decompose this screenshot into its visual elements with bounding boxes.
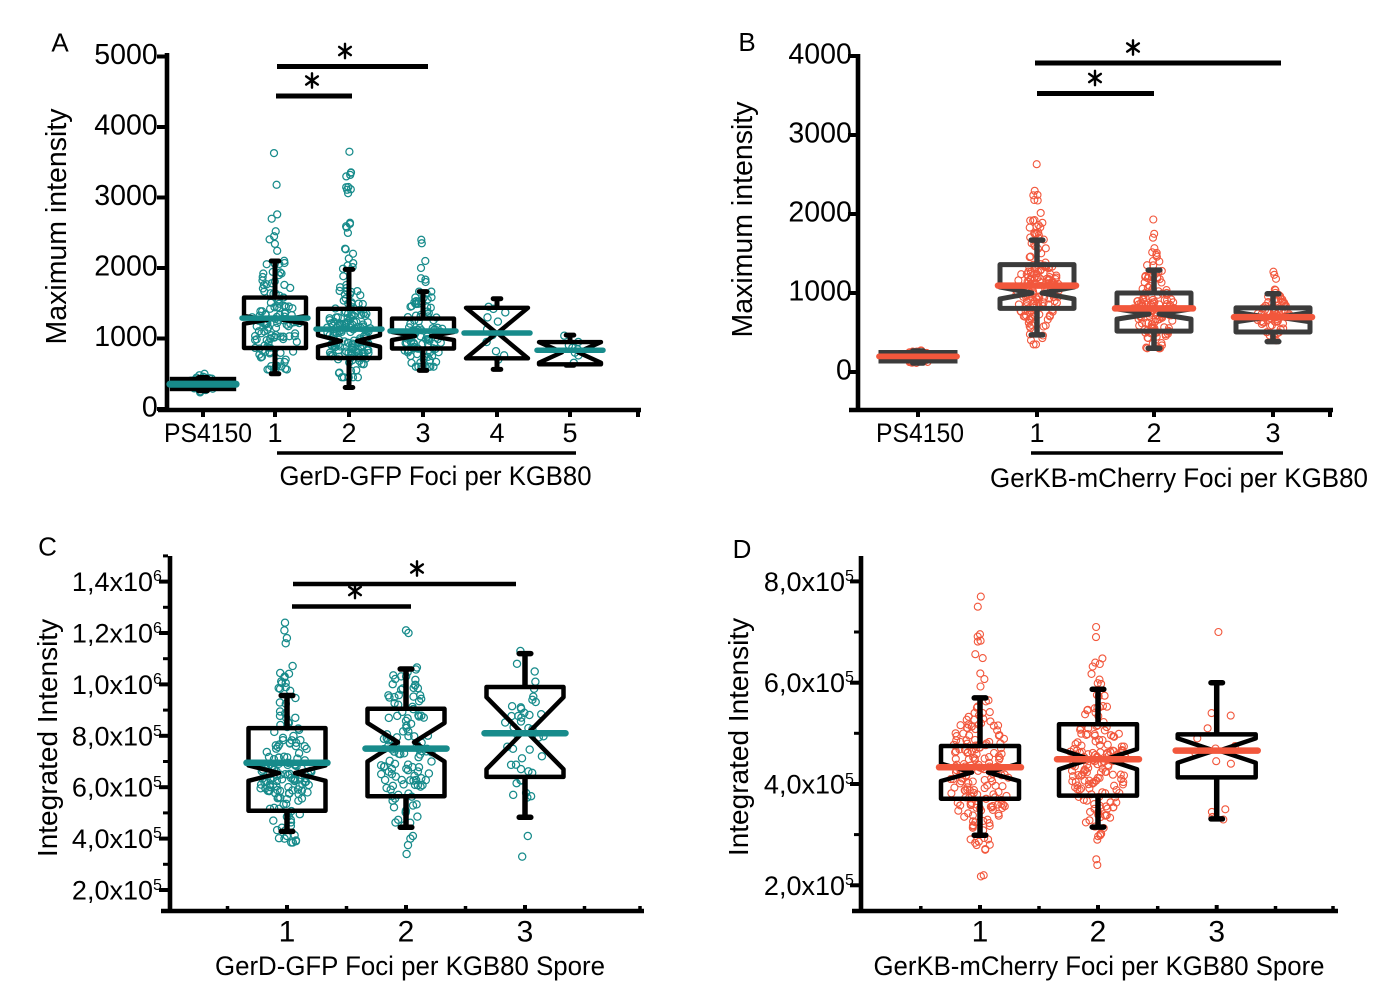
svg-text:5: 5	[845, 872, 854, 889]
svg-text:1: 1	[972, 916, 989, 949]
svg-text:5: 5	[562, 418, 577, 448]
svg-text:5: 5	[845, 669, 854, 686]
svg-text:3: 3	[1208, 916, 1225, 949]
svg-text:3: 3	[415, 418, 430, 448]
svg-text:6: 6	[153, 671, 162, 688]
svg-text:8,0x10: 8,0x10	[72, 721, 153, 751]
svg-text:4000: 4000	[94, 109, 157, 141]
svg-text:5: 5	[153, 877, 162, 894]
svg-text:4,0x10: 4,0x10	[72, 824, 153, 854]
svg-text:5000: 5000	[94, 39, 157, 71]
svg-text:2: 2	[398, 916, 415, 949]
svg-text:3000: 3000	[788, 117, 851, 149]
svg-text:0: 0	[142, 391, 158, 423]
svg-text:Maximum intensity: Maximum intensity	[727, 101, 759, 338]
svg-text:5: 5	[845, 568, 854, 585]
svg-text:6,0x10: 6,0x10	[764, 668, 845, 698]
svg-text:2,0x10: 2,0x10	[72, 876, 153, 906]
svg-text:5: 5	[153, 825, 162, 842]
svg-text:GerD-GFP Foci per KGB80 Spore: GerD-GFP Foci per KGB80 Spore	[215, 951, 605, 981]
svg-text:PS4150: PS4150	[164, 418, 252, 448]
svg-text:5: 5	[153, 723, 162, 740]
svg-text:2: 2	[1146, 418, 1161, 448]
svg-text:5: 5	[153, 774, 162, 791]
svg-text:1,2x10: 1,2x10	[72, 619, 153, 649]
svg-text:1,0x10: 1,0x10	[72, 670, 153, 700]
svg-text:GerKB-mCherry Foci per KGB80: GerKB-mCherry Foci per KGB80	[990, 463, 1368, 493]
svg-text:B: B	[738, 27, 755, 57]
svg-text:Integrated Intensity: Integrated Intensity	[32, 619, 63, 857]
svg-text:1000: 1000	[788, 275, 851, 307]
svg-text:C: C	[38, 532, 57, 562]
svg-text:2: 2	[1090, 916, 1107, 949]
svg-text:4000: 4000	[788, 38, 851, 70]
svg-text:6,0x10: 6,0x10	[72, 773, 153, 803]
svg-text:2,0x10: 2,0x10	[764, 871, 845, 901]
svg-text:1: 1	[267, 418, 282, 448]
svg-text:3: 3	[1265, 418, 1280, 448]
svg-text:2: 2	[341, 418, 356, 448]
svg-text:4: 4	[489, 418, 504, 448]
svg-text:PS4150: PS4150	[876, 418, 964, 448]
svg-text:GerKB-mCherry Foci per KGB80 S: GerKB-mCherry Foci per KGB80 Spore	[874, 951, 1325, 981]
svg-text:2000: 2000	[94, 250, 157, 282]
svg-text:6: 6	[153, 620, 162, 637]
svg-text:Integrated Intensity: Integrated Intensity	[723, 618, 754, 856]
svg-text:0: 0	[836, 354, 852, 386]
svg-text:1,4x10: 1,4x10	[72, 567, 153, 597]
svg-text:5: 5	[845, 771, 854, 788]
svg-text:8,0x10: 8,0x10	[764, 567, 845, 597]
svg-text:1: 1	[1029, 418, 1044, 448]
svg-text:3000: 3000	[94, 180, 157, 212]
svg-text:Maximum intensity: Maximum intensity	[41, 108, 73, 345]
svg-text:D: D	[733, 534, 752, 564]
svg-text:4,0x10: 4,0x10	[764, 770, 845, 800]
svg-text:2000: 2000	[788, 196, 851, 228]
svg-text:6: 6	[153, 568, 162, 585]
svg-text:GerD-GFP Foci per KGB80: GerD-GFP Foci per KGB80	[280, 461, 592, 491]
svg-text:1000: 1000	[94, 321, 157, 353]
svg-text:1: 1	[279, 916, 296, 949]
svg-text:3: 3	[517, 916, 534, 949]
svg-text:A: A	[51, 28, 69, 58]
